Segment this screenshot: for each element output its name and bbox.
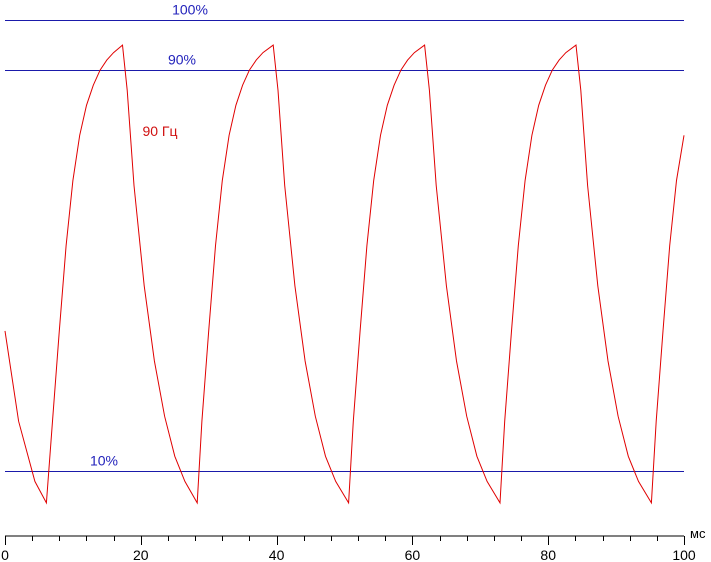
x-tick-label: 80: [540, 547, 556, 562]
x-tick-label: 20: [133, 547, 149, 562]
reference-label-90pct: 90%: [168, 52, 196, 68]
reference-label-10pct: 10%: [90, 453, 118, 469]
series-layer: 90 Гц: [4, 44, 685, 505]
reference-label-100pct: 100%: [172, 2, 208, 18]
x-axis-unit: мс: [690, 526, 706, 541]
x-tick-label: 0: [1, 547, 9, 562]
x-ticks: 0 20 40 60 80 100: [1, 536, 696, 562]
x-tick-label: 100: [672, 547, 696, 562]
series-label: 90 Гц: [142, 123, 177, 139]
reference-lines: 100% 90% 10%: [5, 2, 684, 472]
x-tick-label: 40: [269, 547, 285, 562]
x-tick-label: 60: [405, 547, 421, 562]
series-line-0: [4, 44, 685, 505]
x-axis: мс: [5, 526, 706, 541]
